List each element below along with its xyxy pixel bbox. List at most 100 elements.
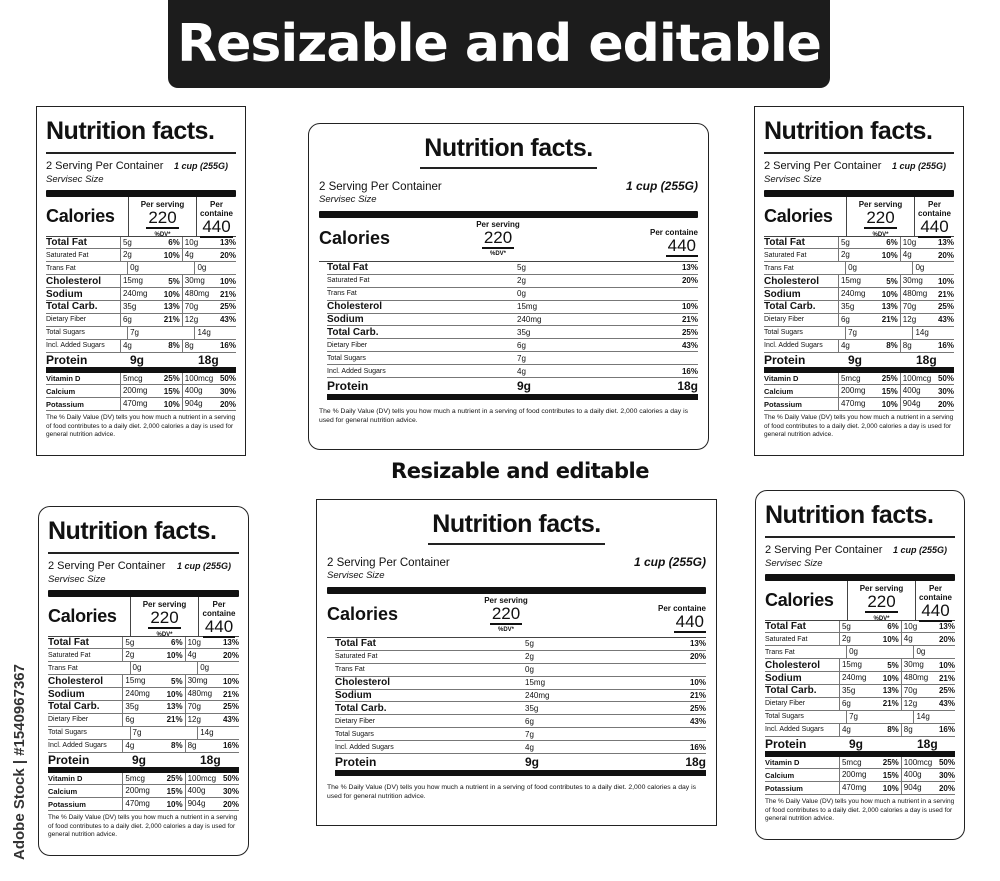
vitamin-name: Potassium xyxy=(765,783,803,793)
cup-size: 1 cup (255G) xyxy=(173,160,228,171)
amount-serving: 0g xyxy=(517,289,526,299)
amount-container: 30mg xyxy=(181,275,220,288)
percent-value: 13% xyxy=(689,639,706,649)
percent-serving: 8% xyxy=(886,341,898,351)
amount-serving: 6g xyxy=(517,340,526,350)
percent-container: 20% xyxy=(938,634,955,644)
percent-container: 20% xyxy=(937,399,954,409)
calories-label: Calories xyxy=(764,205,833,226)
calories-row: Calories Per serving 220 %DV* Per containe… xyxy=(48,596,239,638)
amount-container: 904g xyxy=(184,798,223,811)
nutrient-row: Cholesterol 15mg 10% xyxy=(335,677,706,690)
nutrient-row: Trans Fat 0g xyxy=(327,288,698,301)
nutrient-name: Sodium xyxy=(765,672,802,684)
dv-label: %DV* xyxy=(872,231,889,238)
nutrient-row: Cholesterol 15mg 5% 30mg 10% xyxy=(765,659,955,673)
percent-value: 21% xyxy=(681,315,698,324)
amount-serving: 240mg xyxy=(838,672,876,684)
amount-serving: 200mg xyxy=(838,769,876,782)
nutrient-row: Total Sugars 7g 14g xyxy=(764,326,954,340)
percent-container: 21% xyxy=(937,289,954,299)
amount-serving: 5mcg xyxy=(119,372,157,385)
per-serving-label: Per serving xyxy=(142,599,187,609)
label-title: Nutrition facts. xyxy=(764,117,933,145)
vitamin-name: Calcium xyxy=(764,386,794,396)
nutrient-row: Trans Fat 0g 0g xyxy=(48,662,239,676)
percent-value: 20% xyxy=(689,652,706,662)
vitamin-name: Vitamin D xyxy=(764,373,799,383)
nutrient-name: Total Fat xyxy=(764,236,805,248)
nutrient-name: Dietary Fiber xyxy=(335,717,376,725)
calories-container: 440 xyxy=(200,216,233,238)
cup-size: 1 cup (255G) xyxy=(625,179,698,193)
amount-serving: 5mcg xyxy=(838,756,876,769)
amount-serving: 7g xyxy=(129,726,171,739)
percent-container: 13% xyxy=(937,237,954,247)
percent-serving: 10% xyxy=(163,289,180,299)
vitamin-table: Vitamin D 5mcg 25% 100mcg 50% Calcium 200mg 15%… xyxy=(46,372,236,412)
nutrient-row: Saturated Fat 2g 10% 4g 20% xyxy=(46,249,236,263)
vitamin-name: Potassium xyxy=(764,399,802,409)
nutrition-label-wide-bottom: Nutrition facts. 2 Serving Per Container… xyxy=(316,499,717,826)
nutrient-name: Trans Fat xyxy=(48,664,78,672)
amount-serving: 2g xyxy=(119,249,157,262)
amount-serving: 15mg xyxy=(837,275,875,288)
amount-serving: 35g xyxy=(119,300,157,313)
nutrient-row: Sodium 240mg 10% 480mg 21% xyxy=(764,288,954,301)
amount-container: 0g xyxy=(913,646,955,659)
nutrient-row: Total Sugars 7g 14g xyxy=(765,710,955,724)
percent-value: 25% xyxy=(689,703,706,713)
percent-serving: 10% xyxy=(882,634,899,644)
percent-serving: 6% xyxy=(886,237,898,247)
nutrient-row: Sodium 240mg 10% 480mg 21% xyxy=(46,288,236,301)
amount-serving: 240mg xyxy=(837,288,875,300)
amount-serving: 240mg xyxy=(525,691,550,700)
percent-serving: 15% xyxy=(881,386,898,396)
percent-serving: 10% xyxy=(882,673,899,683)
amount-serving: 15mg xyxy=(122,675,159,688)
percent-serving: 10% xyxy=(882,783,899,793)
percent-serving: 15% xyxy=(882,770,899,780)
amount-serving: 35g xyxy=(122,700,159,713)
amount-container: 400g xyxy=(900,769,939,782)
serving-size-label: Servisec Size xyxy=(765,557,823,569)
amount-container: 100mcg xyxy=(184,772,223,785)
nutrient-row: Total Fat 5g 6% 10g 13% xyxy=(46,236,236,250)
nutrient-name: Incl. Added Sugars xyxy=(335,743,394,751)
calories-container: 440 xyxy=(918,216,951,238)
nutrient-name: Incl. Added Sugars xyxy=(765,726,824,734)
amount-serving: 2g xyxy=(838,633,876,646)
nutrient-row: Dietary Fiber 6g 21% 12g 43% xyxy=(764,313,954,327)
label-title: Nutrition facts. xyxy=(765,501,934,529)
label-title: Nutrition facts. xyxy=(46,117,215,145)
nutrition-label-tall-bottom-left: Nutrition facts. 2 Serving Per Container… xyxy=(38,506,249,856)
amount-container: 8g xyxy=(181,339,220,352)
servings-text: 2 Serving Per Container xyxy=(764,159,882,172)
amount-container: 14g xyxy=(912,326,954,339)
vitamin-name: Vitamin D xyxy=(46,373,81,383)
amount-container: 904g xyxy=(900,782,939,795)
amount-container: 400g xyxy=(899,385,938,398)
nutrient-name: Total Sugars xyxy=(764,329,803,337)
amount-serving: 35g xyxy=(517,327,531,337)
nutrient-name: Total Sugars xyxy=(46,329,85,337)
nutrient-row: Cholesterol 15mg 5% 30mg 10% xyxy=(48,675,239,689)
amount-serving: 5g xyxy=(837,236,875,249)
protein-row: Protein 9g 18g xyxy=(765,737,955,757)
cup-size: 1 cup (255G) xyxy=(892,544,947,555)
percent-serving: 10% xyxy=(881,399,898,409)
amount-serving: 15mg xyxy=(838,659,876,672)
amount-serving: 35g xyxy=(837,300,875,313)
amount-serving: 2g xyxy=(837,249,875,262)
servings-text: 2 Serving Per Container xyxy=(327,557,450,569)
protein-row: Protein 9g 18g xyxy=(764,353,954,373)
nutrition-label-tall-top-left: Nutrition facts. 2 Serving Per Container… xyxy=(36,106,246,456)
amount-container: 70g xyxy=(900,684,939,697)
percent-serving: 5% xyxy=(887,660,899,670)
footnote: The % Daily Value (DV) tells you how muc… xyxy=(765,798,955,823)
nutrient-row: Total Fat 5g 6% 10g 13% xyxy=(765,620,955,634)
protein-row: Protein 9g 18g xyxy=(335,754,706,777)
nutrient-row: Dietary Fiber 6g 43% xyxy=(327,339,698,353)
amount-container: 12g xyxy=(181,313,220,326)
amount-container: 30mg xyxy=(184,675,223,688)
